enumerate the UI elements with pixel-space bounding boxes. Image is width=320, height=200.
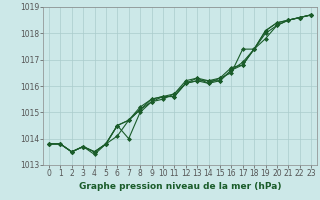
X-axis label: Graphe pression niveau de la mer (hPa): Graphe pression niveau de la mer (hPa) [79, 182, 281, 191]
